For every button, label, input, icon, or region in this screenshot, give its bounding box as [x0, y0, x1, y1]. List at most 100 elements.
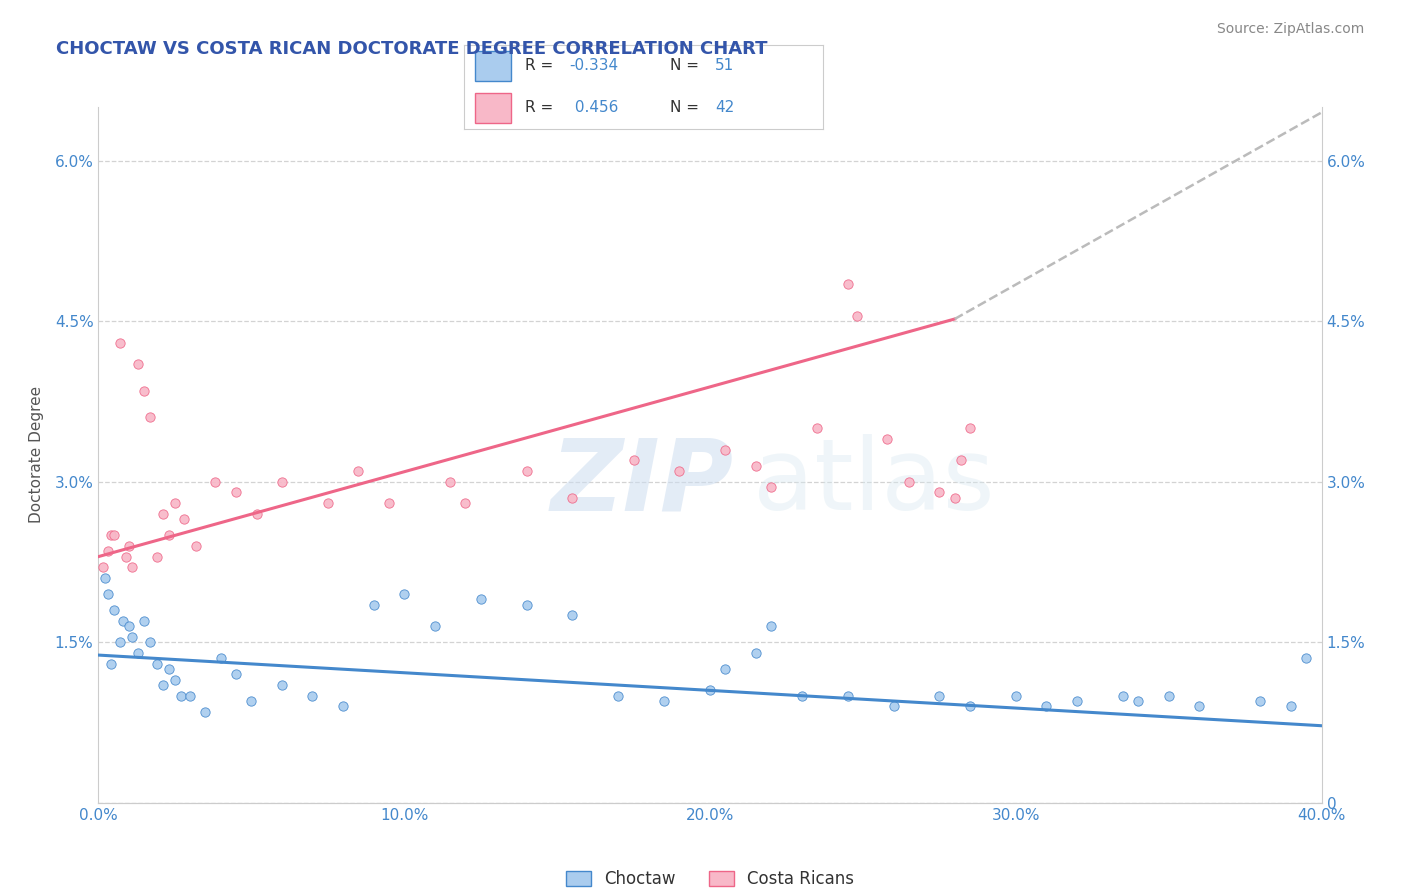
Point — [806, 421, 828, 435]
Point — [949, 453, 972, 467]
Point — [301, 689, 323, 703]
Point — [845, 309, 868, 323]
Point — [761, 480, 783, 494]
Point — [423, 619, 446, 633]
Point — [378, 496, 401, 510]
Point — [714, 662, 737, 676]
Point — [959, 699, 981, 714]
Text: 51: 51 — [716, 58, 734, 73]
Point — [118, 619, 141, 633]
Point — [134, 614, 156, 628]
Point — [1279, 699, 1302, 714]
Text: -0.334: -0.334 — [569, 58, 619, 73]
Point — [97, 544, 120, 558]
Point — [139, 410, 162, 425]
Point — [115, 549, 138, 564]
Point — [745, 458, 768, 473]
Text: 0.456: 0.456 — [569, 100, 619, 115]
Text: CHOCTAW VS COSTA RICAN DOCTORATE DEGREE CORRELATION CHART: CHOCTAW VS COSTA RICAN DOCTORATE DEGREE … — [56, 40, 768, 58]
Point — [623, 453, 645, 467]
Text: R =: R = — [524, 100, 558, 115]
Point — [93, 571, 115, 585]
Point — [714, 442, 737, 457]
Point — [1066, 694, 1088, 708]
FancyBboxPatch shape — [475, 93, 510, 122]
Point — [100, 528, 122, 542]
Text: ZIP: ZIP — [551, 434, 734, 532]
Point — [179, 689, 201, 703]
Point — [561, 608, 583, 623]
Text: 42: 42 — [716, 100, 734, 115]
Point — [100, 657, 122, 671]
Point — [186, 539, 208, 553]
Point — [1295, 651, 1317, 665]
Point — [118, 539, 141, 553]
Point — [103, 603, 125, 617]
Point — [145, 549, 167, 564]
Legend: Choctaw, Costa Ricans: Choctaw, Costa Ricans — [560, 863, 860, 892]
Point — [139, 635, 162, 649]
Point — [194, 705, 217, 719]
FancyBboxPatch shape — [475, 52, 510, 81]
Point — [108, 335, 131, 350]
Point — [561, 491, 583, 505]
Text: atlas: atlas — [752, 434, 994, 532]
Point — [209, 651, 232, 665]
Point — [152, 507, 174, 521]
Point — [316, 496, 339, 510]
Point — [1157, 689, 1180, 703]
Point — [163, 496, 186, 510]
Point — [928, 485, 950, 500]
Point — [943, 491, 966, 505]
Point — [127, 646, 149, 660]
Point — [225, 485, 247, 500]
Point — [745, 646, 768, 660]
Point — [170, 689, 193, 703]
Point — [157, 528, 180, 542]
Point — [837, 277, 859, 291]
Point — [883, 699, 905, 714]
Point — [121, 560, 143, 574]
Point — [204, 475, 226, 489]
Point — [103, 528, 125, 542]
Point — [699, 683, 721, 698]
Point — [439, 475, 461, 489]
Point — [111, 614, 134, 628]
Point — [761, 619, 783, 633]
Point — [157, 662, 180, 676]
Point — [240, 694, 263, 708]
Point — [152, 678, 174, 692]
Text: Source: ZipAtlas.com: Source: ZipAtlas.com — [1216, 22, 1364, 37]
Point — [108, 635, 131, 649]
Point — [163, 673, 186, 687]
Point — [127, 357, 149, 371]
Point — [225, 667, 247, 681]
Point — [454, 496, 477, 510]
Point — [470, 592, 492, 607]
Point — [134, 384, 156, 398]
Point — [652, 694, 675, 708]
Text: R =: R = — [524, 58, 558, 73]
Point — [790, 689, 813, 703]
Point — [959, 421, 981, 435]
Point — [270, 678, 294, 692]
Point — [1188, 699, 1211, 714]
Point — [1250, 694, 1272, 708]
Point — [173, 512, 195, 526]
Point — [332, 699, 354, 714]
Point — [91, 560, 114, 574]
Text: N =: N = — [671, 58, 704, 73]
Text: N =: N = — [671, 100, 704, 115]
Point — [347, 464, 370, 478]
Point — [1112, 689, 1135, 703]
Point — [876, 432, 898, 446]
Point — [270, 475, 294, 489]
Point — [516, 464, 538, 478]
Point — [837, 689, 859, 703]
Point — [1035, 699, 1057, 714]
Point — [392, 587, 416, 601]
Point — [897, 475, 920, 489]
Point — [928, 689, 950, 703]
Point — [1004, 689, 1026, 703]
Point — [97, 587, 120, 601]
